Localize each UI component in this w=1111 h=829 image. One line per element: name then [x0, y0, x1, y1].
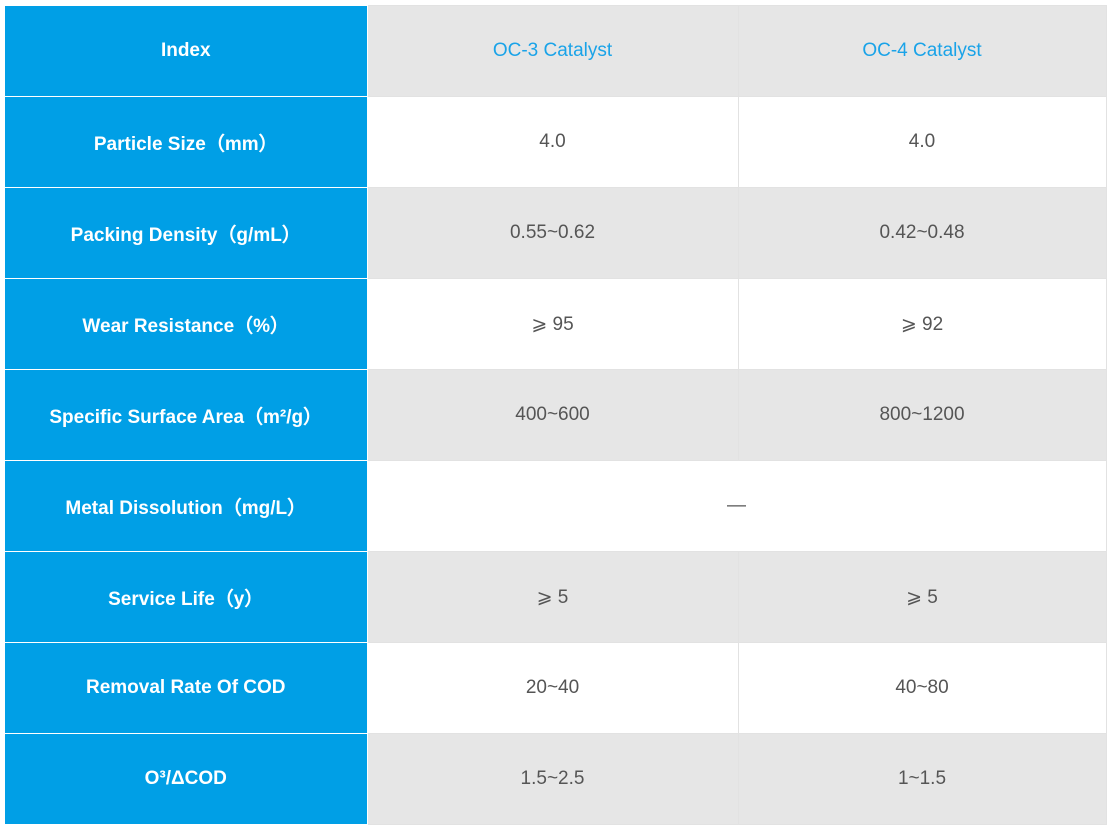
oc3-value: 20~40 [366, 642, 739, 734]
table-row: O³/ΔCOD 1.5~2.5 1~1.5 [5, 733, 1107, 825]
oc4-value: 4.0 [737, 96, 1107, 188]
header-oc3: OC-3 Catalyst [366, 5, 739, 97]
row-label: Specific Surface Area（m²/g） [5, 369, 368, 461]
oc3-value: 4.0 [366, 96, 739, 188]
table-row: Particle Size（mm） 4.0 4.0 [5, 96, 1107, 188]
oc4-value: 0.42~0.48 [737, 187, 1107, 279]
table-row: Metal Dissolution（mg/L） — [5, 460, 1107, 552]
oc3-value: 1.5~2.5 [366, 733, 739, 825]
row-label: O³/ΔCOD [5, 733, 368, 825]
oc3-value: 0.55~0.62 [366, 187, 739, 279]
table-row: Specific Surface Area（m²/g） 400~600 800~… [5, 369, 1107, 461]
table-header-row: Index OC-3 Catalyst OC-4 Catalyst [5, 5, 1107, 97]
oc3-value: ⩾ 95 [366, 278, 739, 370]
oc4-value: ⩾ 5 [737, 551, 1107, 643]
merged-value: — [366, 460, 1107, 552]
oc4-value: 1~1.5 [737, 733, 1107, 825]
oc4-value: ⩾ 92 [737, 278, 1107, 370]
table-row: Removal Rate Of COD 20~40 40~80 [5, 642, 1107, 734]
header-index: Index [5, 5, 368, 97]
table-row: Service Life（y） ⩾ 5 ⩾ 5 [5, 551, 1107, 643]
row-label: Packing Density（g/mL） [5, 187, 368, 279]
row-label: Wear Resistance（%） [5, 278, 368, 370]
header-oc4: OC-4 Catalyst [737, 5, 1107, 97]
oc3-value: ⩾ 5 [366, 551, 739, 643]
row-label: Particle Size（mm） [5, 96, 368, 188]
oc4-value: 40~80 [737, 642, 1107, 734]
table-row: Packing Density（g/mL） 0.55~0.62 0.42~0.4… [5, 187, 1107, 279]
table-row: Wear Resistance（%） ⩾ 95 ⩾ 92 [5, 278, 1107, 370]
row-label: Service Life（y） [5, 551, 368, 643]
row-label: Metal Dissolution（mg/L） [5, 460, 368, 552]
catalyst-spec-table: Index OC-3 Catalyst OC-4 Catalyst Partic… [5, 5, 1107, 825]
oc4-value: 800~1200 [737, 369, 1107, 461]
row-label: Removal Rate Of COD [5, 642, 368, 734]
oc3-value: 400~600 [366, 369, 739, 461]
